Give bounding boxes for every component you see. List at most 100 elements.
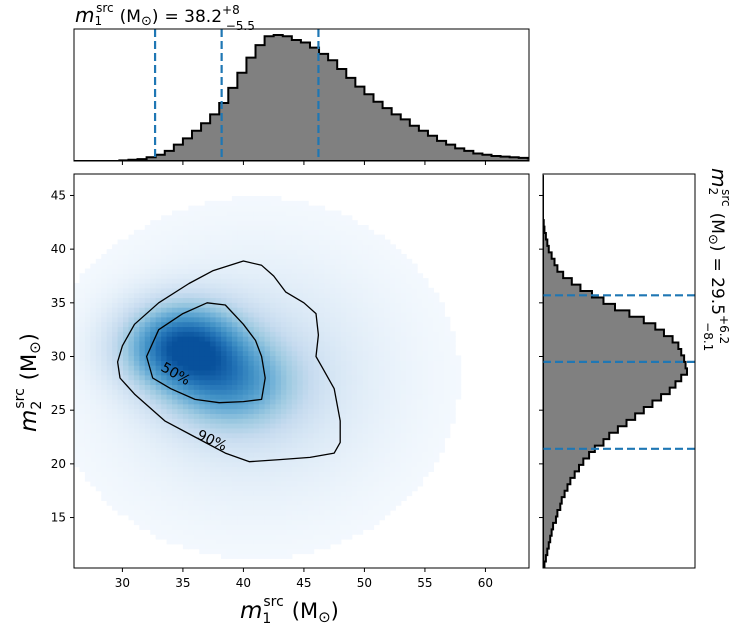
heatmap-cell	[324, 389, 331, 395]
heatmap-cell	[389, 437, 396, 443]
heatmap-cell	[253, 321, 260, 328]
heatmap-cell	[155, 418, 162, 424]
heatmap-cell	[84, 316, 91, 323]
heatmap-cell	[384, 365, 391, 371]
heatmap-cell	[177, 456, 184, 463]
heatmap-cell	[406, 471, 413, 477]
heatmap-cell	[133, 340, 140, 347]
heatmap-cell	[280, 321, 287, 328]
heatmap-cell	[362, 331, 369, 337]
heatmap-cell	[417, 398, 424, 405]
heatmap-cell	[123, 394, 130, 400]
heatmap-cell	[139, 495, 146, 501]
heatmap-cell	[329, 510, 336, 516]
heatmap-cell	[193, 413, 200, 419]
heatmap-cell	[351, 471, 358, 477]
heatmap-cell	[242, 229, 249, 236]
heatmap-cell	[378, 505, 385, 511]
heatmap-cell	[248, 273, 255, 279]
heatmap-cell	[280, 524, 287, 530]
heatmap-cell	[204, 345, 211, 352]
heatmap-cell	[335, 495, 342, 501]
heatmap-cell	[373, 500, 380, 506]
heatmap-cell	[221, 519, 228, 526]
heatmap-cell	[74, 340, 81, 347]
heatmap-cell	[280, 471, 287, 477]
heatmap-cell	[346, 398, 353, 405]
heatmap-cell	[433, 307, 440, 313]
heatmap-cell	[84, 379, 91, 386]
heatmap-cell	[248, 311, 255, 318]
heatmap-cell	[123, 297, 130, 303]
heatmap-cell	[166, 524, 173, 530]
heatmap-cell	[433, 369, 440, 376]
heatmap-cell	[177, 452, 184, 458]
heatmap-cell	[155, 369, 162, 376]
heatmap-cell	[101, 466, 108, 472]
heatmap-cell	[123, 268, 130, 274]
heatmap-cell	[150, 263, 157, 270]
heatmap-cell	[150, 514, 157, 521]
heatmap-cell	[182, 249, 189, 255]
heatmap-cell	[106, 427, 113, 434]
heatmap-cell	[193, 524, 200, 530]
heatmap-cell	[150, 495, 157, 501]
heatmap-cell	[123, 311, 130, 318]
heatmap-cell	[264, 253, 271, 260]
heatmap-cell	[199, 398, 206, 405]
heatmap-cell	[199, 466, 206, 472]
heatmap-cell	[280, 418, 287, 424]
heatmap-cell	[335, 529, 342, 535]
heatmap-cell	[313, 510, 320, 516]
heatmap-cell	[319, 403, 326, 410]
heatmap-cell	[422, 297, 429, 303]
heatmap-cell	[302, 205, 309, 212]
heatmap-cell	[411, 345, 418, 352]
heatmap-cell	[221, 452, 228, 458]
heatmap-cell	[215, 340, 222, 347]
heatmap-cell	[128, 495, 135, 501]
heatmap-cell	[264, 548, 271, 555]
heatmap-cell	[357, 495, 364, 501]
heatmap-cell	[128, 365, 135, 371]
heatmap-cell	[329, 345, 336, 352]
heatmap-cell	[297, 340, 304, 347]
top-histogram-frame	[73, 28, 530, 162]
heatmap-cell	[172, 476, 179, 482]
heatmap-cell	[74, 316, 81, 323]
heatmap-cell	[161, 336, 168, 342]
heatmap-cell	[368, 268, 375, 274]
heatmap-cell	[270, 244, 277, 250]
heatmap-cell	[221, 292, 228, 299]
heatmap-cell	[340, 239, 347, 245]
heatmap-cell	[90, 331, 97, 337]
heatmap-cell	[280, 398, 287, 405]
heatmap-cell	[329, 282, 336, 289]
heatmap-cell	[74, 307, 81, 313]
heatmap-cell	[389, 398, 396, 405]
heatmap-cell	[324, 384, 331, 390]
heatmap-cell	[242, 534, 249, 540]
heatmap-cell	[389, 476, 396, 482]
heatmap-cell	[133, 466, 140, 472]
heatmap-cell	[259, 365, 266, 371]
heatmap-cell	[177, 519, 184, 526]
heatmap-cell	[210, 461, 217, 468]
heatmap-cell	[193, 258, 200, 265]
heatmap-cell	[302, 345, 309, 352]
heatmap-cell	[373, 345, 380, 352]
heatmap-cell	[340, 500, 347, 506]
heatmap-cell	[248, 379, 255, 386]
heatmap-cell	[286, 369, 293, 376]
heatmap-cell	[231, 287, 238, 294]
heatmap-cell	[117, 307, 124, 313]
heatmap-cell	[155, 336, 162, 342]
heatmap-cell	[357, 321, 364, 328]
heatmap-cell	[182, 292, 189, 299]
heatmap-cell	[199, 215, 206, 221]
heatmap-cell	[204, 205, 211, 212]
heatmap-cell	[346, 505, 353, 511]
heatmap-cell	[193, 495, 200, 501]
heatmap-cell	[302, 340, 309, 347]
heatmap-cell	[112, 360, 119, 366]
